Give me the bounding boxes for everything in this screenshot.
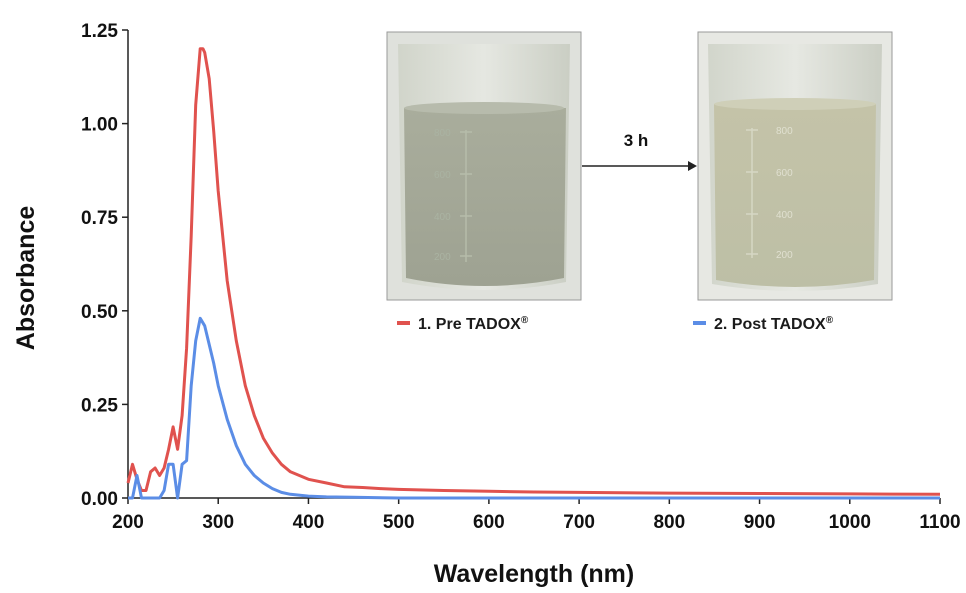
x-tick-label: 300 — [202, 512, 234, 533]
x-axis-title: Wavelength (nm) — [434, 560, 634, 588]
post-mark-800: 800 — [776, 126, 793, 137]
legend-registered-pre: ® — [521, 315, 529, 326]
x-ticks: 200 300 400 500 600 700 800 900 1000 1100 — [112, 498, 961, 533]
x-tick-label: 400 — [293, 512, 325, 533]
pre-mark-600: 600 — [434, 170, 451, 181]
x-tick-label: 1100 — [919, 512, 960, 533]
legend: 1. Pre TADOX® 2. Post TADOX® — [397, 315, 834, 333]
post-mark-600: 600 — [776, 168, 793, 179]
x-tick-label: 800 — [653, 512, 685, 533]
legend-label-pre: 1. Pre TADOX® — [418, 315, 529, 333]
y-tick-label: 0.50 — [81, 302, 118, 323]
x-tick-label: 200 — [112, 512, 144, 533]
series-layer — [126, 47, 941, 500]
arrow-label: 3 h — [624, 131, 649, 150]
x-tick-label: 600 — [473, 512, 505, 533]
legend-registered-post: ® — [826, 315, 834, 326]
pre-beaker-photo: 800 600 400 200 — [386, 31, 582, 301]
y-tick-label: 0.25 — [81, 395, 118, 416]
y-tick-label: 0.75 — [81, 208, 118, 229]
x-tick-label: 500 — [383, 512, 415, 533]
time-arrow: 3 h — [582, 131, 697, 171]
legend-item-pre: 1. Pre TADOX® — [397, 315, 529, 333]
y-ticks: 0.00 0.25 0.50 0.75 1.00 1.25 — [81, 21, 128, 510]
y-tick-label: 1.00 — [81, 115, 118, 136]
post-beaker-photo: 800 600 400 200 — [697, 31, 893, 301]
pre-mark-800: 800 — [434, 128, 451, 139]
legend-label-post: 2. Post TADOX® — [714, 315, 834, 333]
series-line-pre-tadox — [126, 47, 941, 496]
pre-mark-400: 400 — [434, 212, 451, 223]
post-mark-200: 200 — [776, 250, 793, 261]
y-tick-label: 0.00 — [81, 489, 118, 510]
y-axis-title: Absorbance — [12, 206, 40, 351]
x-tick-label: 1000 — [829, 512, 871, 533]
post-mark-400: 400 — [776, 210, 793, 221]
x-tick-label: 900 — [744, 512, 776, 533]
x-tick-label: 700 — [563, 512, 595, 533]
y-tick-label: 1.25 — [81, 21, 118, 42]
pre-mark-200: 200 — [434, 252, 451, 263]
series-line-post-tadox — [128, 316, 940, 500]
legend-item-post: 2. Post TADOX® — [693, 315, 834, 333]
